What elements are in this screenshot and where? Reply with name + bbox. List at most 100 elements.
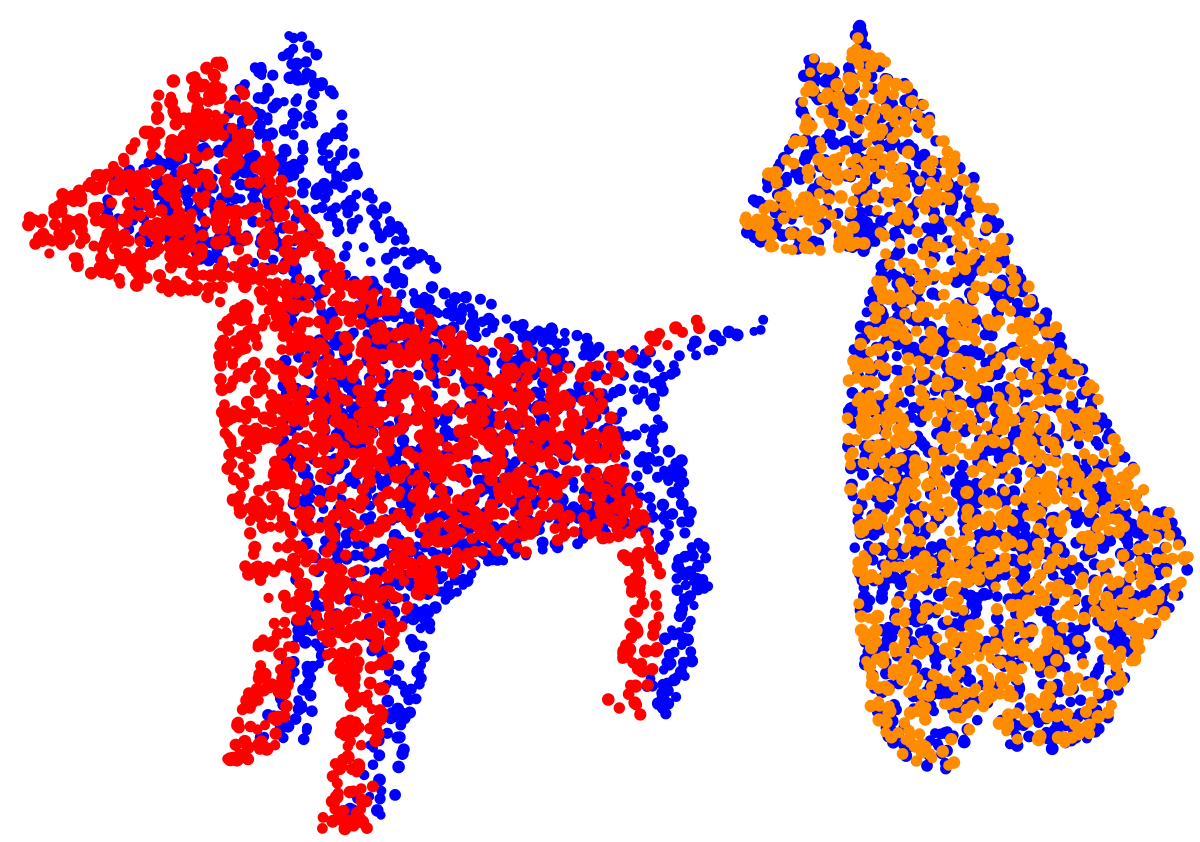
point-blue xyxy=(376,543,390,557)
point-blue xyxy=(389,789,401,801)
point-red xyxy=(342,741,354,752)
point-red xyxy=(199,215,211,228)
point-red xyxy=(581,499,593,511)
point-blue xyxy=(679,527,691,539)
point-red xyxy=(514,485,526,496)
point-red xyxy=(266,232,279,245)
point-red xyxy=(115,253,127,265)
point-red xyxy=(285,381,298,394)
point-blue xyxy=(307,87,320,99)
point-blue xyxy=(361,189,373,201)
point-blue xyxy=(340,529,353,541)
point-red xyxy=(172,150,185,162)
point-red xyxy=(205,126,218,139)
point-red xyxy=(333,652,344,663)
point-blue xyxy=(383,273,394,284)
point-blue xyxy=(412,369,424,381)
point-red xyxy=(259,720,271,731)
point-red xyxy=(442,441,453,453)
point-blue xyxy=(499,556,509,566)
point-blue xyxy=(299,496,311,508)
point-red xyxy=(584,453,595,465)
point-red xyxy=(293,234,305,246)
point-red xyxy=(641,678,654,692)
point-blue xyxy=(397,278,409,289)
point-red xyxy=(442,332,456,346)
point-red xyxy=(355,739,367,751)
point-red xyxy=(353,721,365,734)
point-red xyxy=(93,169,107,182)
point-blue xyxy=(569,483,579,493)
point-red xyxy=(244,720,257,733)
point-red xyxy=(409,348,423,362)
point-red xyxy=(362,350,374,362)
point-blue xyxy=(307,112,317,122)
point-red xyxy=(235,84,246,96)
point-red xyxy=(489,530,501,541)
point-red xyxy=(221,315,233,327)
point-blue xyxy=(827,138,838,149)
point-blue xyxy=(781,171,793,183)
point-blue xyxy=(330,202,342,213)
point-red xyxy=(405,567,417,579)
point-blue xyxy=(509,321,520,332)
point-red xyxy=(242,568,255,581)
point-red xyxy=(644,645,655,657)
point-red xyxy=(280,672,291,683)
point-red xyxy=(407,474,419,486)
point-red xyxy=(308,419,322,432)
point-red xyxy=(335,499,346,510)
point-red xyxy=(394,486,406,497)
point-blue xyxy=(536,536,549,549)
point-red xyxy=(242,253,253,265)
point-blue xyxy=(849,542,861,553)
point-red xyxy=(422,410,434,422)
point-blue xyxy=(685,615,696,627)
point-red xyxy=(151,229,166,244)
point-red xyxy=(214,280,228,294)
point-blue xyxy=(487,555,498,566)
point-red xyxy=(215,383,229,397)
point-red xyxy=(281,235,294,248)
point-red xyxy=(586,525,598,537)
point-red xyxy=(388,565,401,578)
point-red xyxy=(93,261,106,274)
point-red xyxy=(372,628,385,640)
point-blue xyxy=(374,474,384,485)
point-red xyxy=(644,345,655,356)
point-red xyxy=(331,777,343,789)
point-red xyxy=(517,448,531,462)
point-red xyxy=(153,89,165,101)
point-blue xyxy=(387,712,398,723)
point-red xyxy=(363,387,377,402)
point-blue xyxy=(685,654,699,668)
point-red xyxy=(175,285,187,297)
point-red xyxy=(232,716,244,728)
point-blue xyxy=(634,481,645,492)
point-blue xyxy=(415,606,428,619)
point-red xyxy=(349,643,363,657)
point-red xyxy=(209,215,222,228)
point-red xyxy=(185,208,197,220)
point-red xyxy=(235,233,246,244)
point-red xyxy=(60,220,74,234)
point-red xyxy=(244,527,257,540)
point-red xyxy=(589,466,603,480)
point-blue xyxy=(339,250,351,262)
point-red xyxy=(153,164,165,177)
point-blue xyxy=(666,508,679,520)
point-red xyxy=(604,411,618,425)
point-blue xyxy=(1065,696,1076,708)
point-red xyxy=(134,209,146,221)
point-red xyxy=(522,345,534,357)
point-red xyxy=(503,494,517,508)
point-red xyxy=(44,248,55,259)
point-red xyxy=(312,249,326,263)
point-blue xyxy=(425,281,439,294)
point-red xyxy=(142,219,156,233)
point-blue xyxy=(302,40,315,53)
point-red xyxy=(65,190,80,204)
point-red xyxy=(131,170,144,183)
point-red xyxy=(467,439,479,451)
point-blue xyxy=(551,362,564,375)
